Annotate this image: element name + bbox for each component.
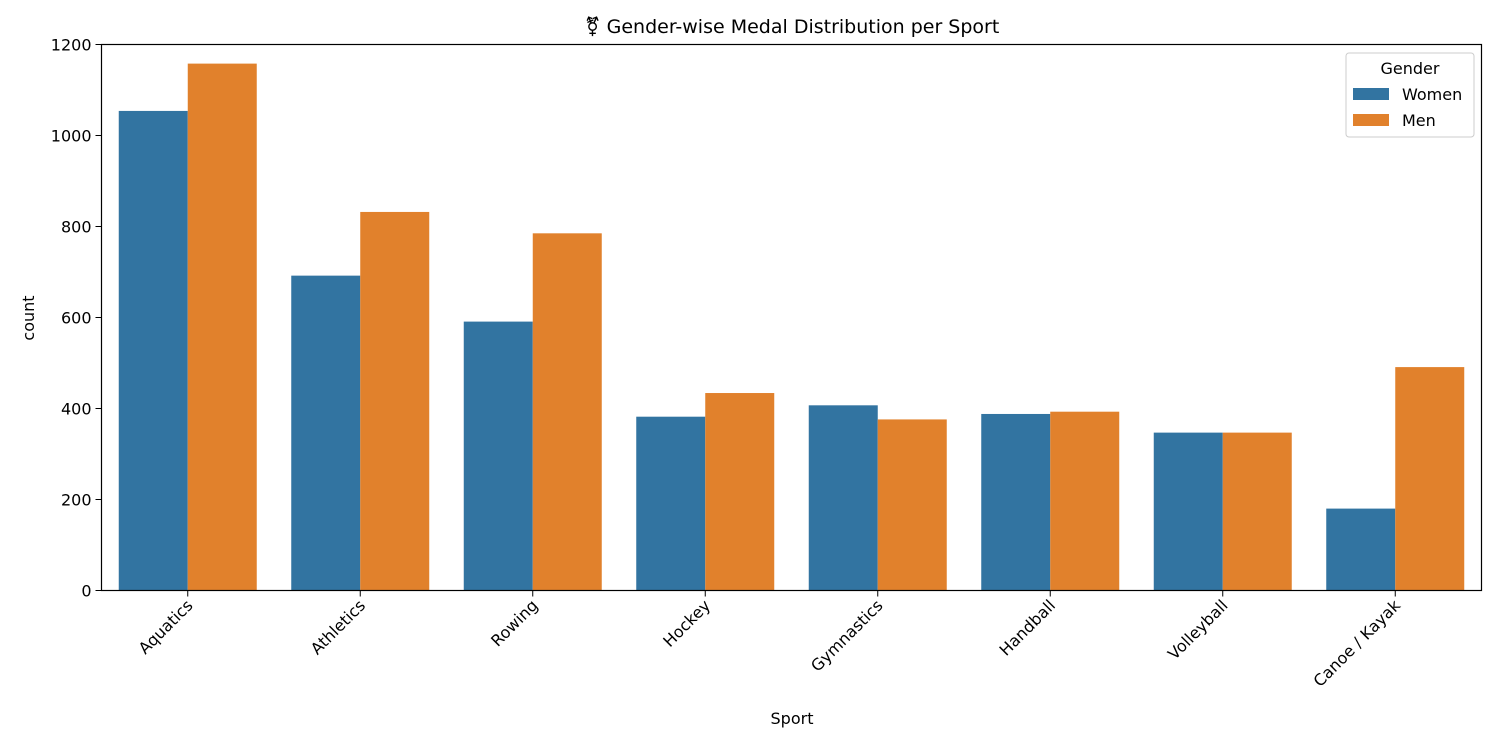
chart-title: ⚧ Gender-wise Medal Distribution per Spo…: [585, 16, 1000, 38]
bar-men: [1222, 432, 1292, 591]
bar-men: [360, 211, 430, 591]
bar-women: [1153, 432, 1223, 591]
plot-frame: [100, 43, 1483, 592]
x-tick-label: Canoe / Kayak: [1309, 595, 1404, 690]
bar-women: [636, 416, 706, 591]
x-axis-label: Sport: [771, 709, 814, 728]
legend-swatch-women: [1353, 88, 1389, 100]
y-tick-label: 400: [61, 400, 92, 419]
y-tick-label: 200: [61, 491, 92, 510]
y-tick-label: 1200: [51, 36, 92, 55]
x-tick-label: Aquatics: [135, 596, 197, 658]
y-tick-label: 800: [61, 218, 92, 237]
bar-men: [1050, 411, 1120, 591]
bar-men: [705, 393, 775, 591]
bar-women: [981, 413, 1051, 591]
legend: Gender Women Men: [1345, 52, 1475, 138]
x-tick-label: Gymnastics: [807, 596, 887, 676]
bar-men: [1395, 367, 1465, 591]
bar-women: [463, 321, 533, 591]
bar-women: [1326, 508, 1396, 591]
x-tick-label: Volleyball: [1164, 596, 1232, 664]
legend-title: Gender: [1381, 59, 1440, 78]
y-tick-label: 0: [81, 582, 91, 601]
x-tick-label: Handball: [995, 596, 1059, 660]
y-tick-label: 1000: [51, 127, 92, 146]
bars-group: [118, 63, 1465, 591]
bar-women: [118, 110, 188, 591]
x-axis: Aquatics Athletics Rowing Hockey Gymnastics H…: [135, 590, 1405, 691]
legend-label-women: Women: [1402, 85, 1462, 104]
y-tick-label: 600: [61, 309, 92, 328]
bar-men: [532, 233, 602, 591]
legend-swatch-men: [1353, 114, 1389, 126]
bar-men: [187, 63, 257, 591]
bar-women: [808, 405, 878, 591]
y-axis: 0 200 400 600 800 1000 1200: [51, 36, 102, 601]
x-tick-label: Hockey: [659, 596, 714, 651]
legend-label-men: Men: [1402, 111, 1436, 130]
y-axis-label: count: [19, 295, 38, 340]
bar-men: [877, 419, 947, 591]
x-tick-label: Athletics: [307, 596, 369, 658]
bar-women: [291, 275, 361, 591]
x-tick-label: Rowing: [487, 596, 541, 650]
